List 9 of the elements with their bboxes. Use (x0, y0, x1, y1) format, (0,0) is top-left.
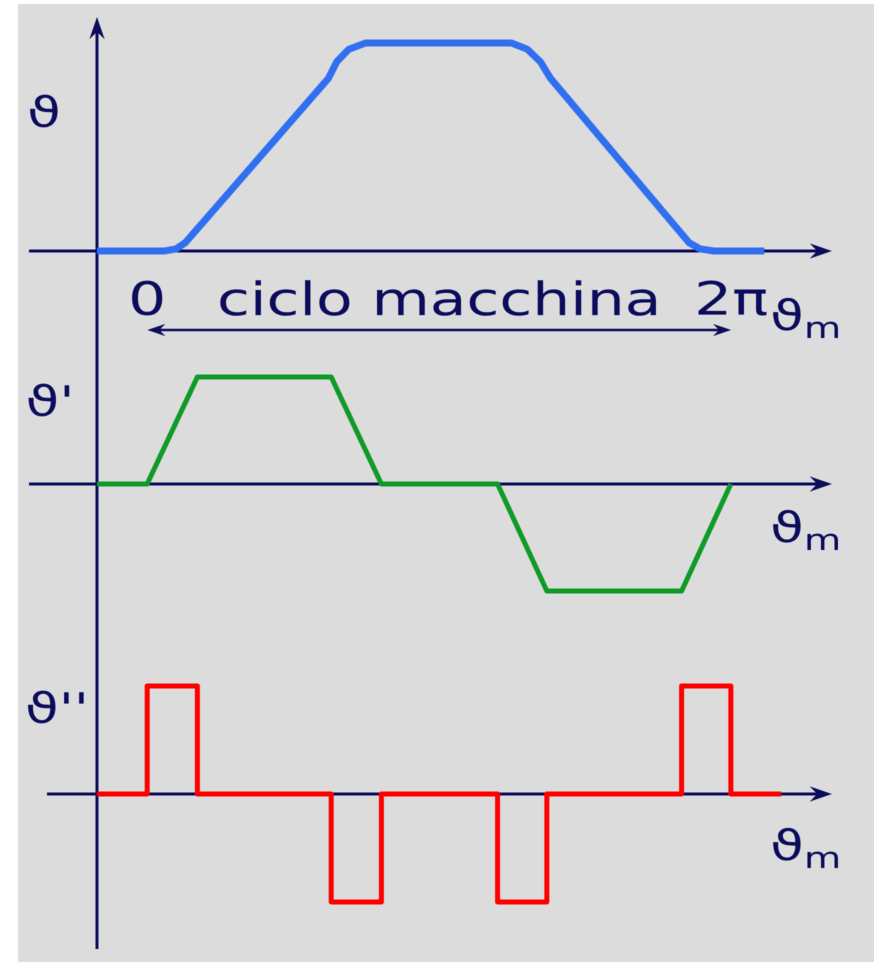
x-tick-label: 0 (132, 280, 162, 316)
x-axis-title: ϑ$_{m}$ (773, 510, 838, 550)
text: ciclo macchina (220, 280, 656, 316)
x-tick-label: 2π (698, 280, 766, 316)
x-axis-title: ϑ$_{m}$ (773, 828, 838, 868)
y-axis-title: ϑ (30, 94, 58, 128)
x-axis-title: ϑ$_{m}$ (773, 298, 838, 338)
y-axis-title: ϑ'' (28, 690, 84, 724)
y-axis-title: ϑ' (28, 384, 70, 416)
